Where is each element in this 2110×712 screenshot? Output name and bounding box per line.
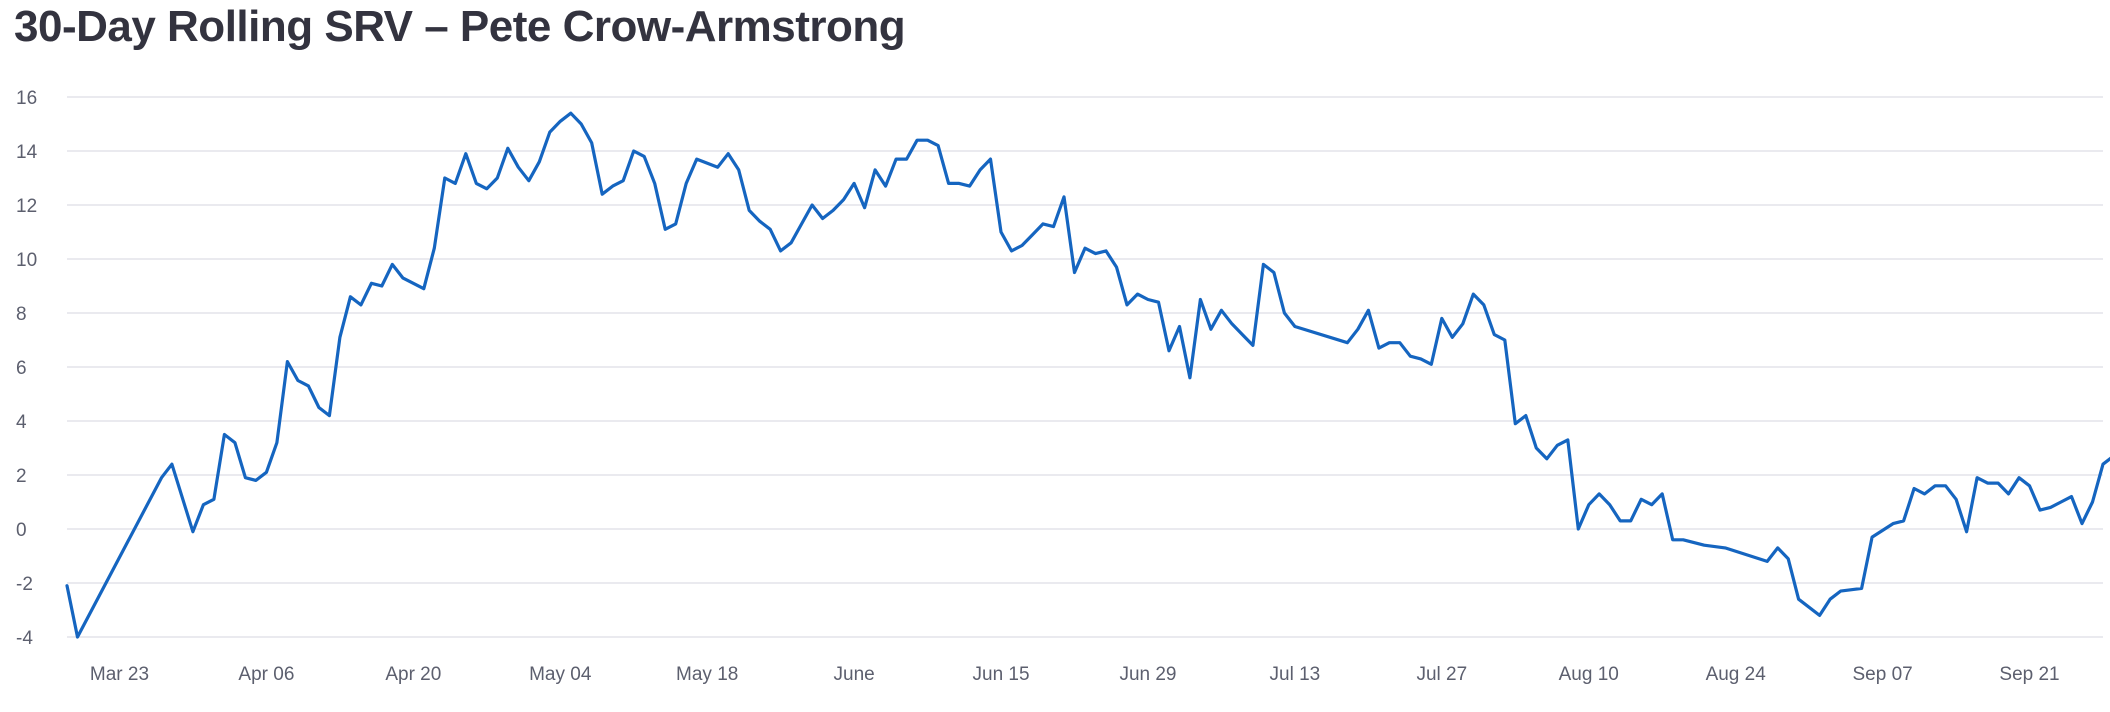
series-line [65,111,2110,639]
y-tick-label: 4 [16,412,27,433]
x-tick-label: Jun 29 [1119,664,1176,685]
y-tick-label: 12 [16,196,37,217]
y-tick-label: -4 [16,628,33,649]
y-tick-label: 6 [16,358,27,379]
x-tick-label: Aug 10 [1559,664,1619,685]
y-tick-label: 14 [16,142,38,163]
x-tick-label: Jul 27 [1416,664,1467,685]
y-tick-label: 2 [16,466,27,487]
x-tick-label: Aug 24 [1706,664,1767,685]
x-tick-label: Sep 07 [1852,664,1912,685]
x-axis-ticks: Mar 23 Apr 06 Apr 20 May 04 May 18 June Jun 15… [90,664,2060,685]
x-tick-label: June [834,664,875,685]
x-tick-label: May 04 [529,664,592,685]
x-tick-label: May 18 [676,664,738,685]
y-tick-label: 10 [16,250,37,271]
y-tick-label: 16 [16,88,37,109]
grid-lines [67,96,2103,638]
y-tick-label: 8 [16,304,27,325]
x-tick-label: Mar 23 [90,664,149,685]
x-tick-label: Jun 15 [973,664,1030,685]
y-tick-label: 0 [16,520,27,541]
y-tick-label: -2 [16,574,33,595]
x-tick-label: Apr 06 [238,664,294,685]
y-axis-ticks: 16 14 12 10 8 6 4 2 0 -2 -4 [16,88,38,649]
x-tick-label: Sep 21 [1999,664,2059,685]
series-layer [65,111,2110,639]
x-tick-label: Jul 13 [1270,664,1321,685]
chart-title: 30-Day Rolling SRV – Pete Crow-Armstrong [14,2,906,51]
x-tick-label: Apr 20 [385,664,441,685]
